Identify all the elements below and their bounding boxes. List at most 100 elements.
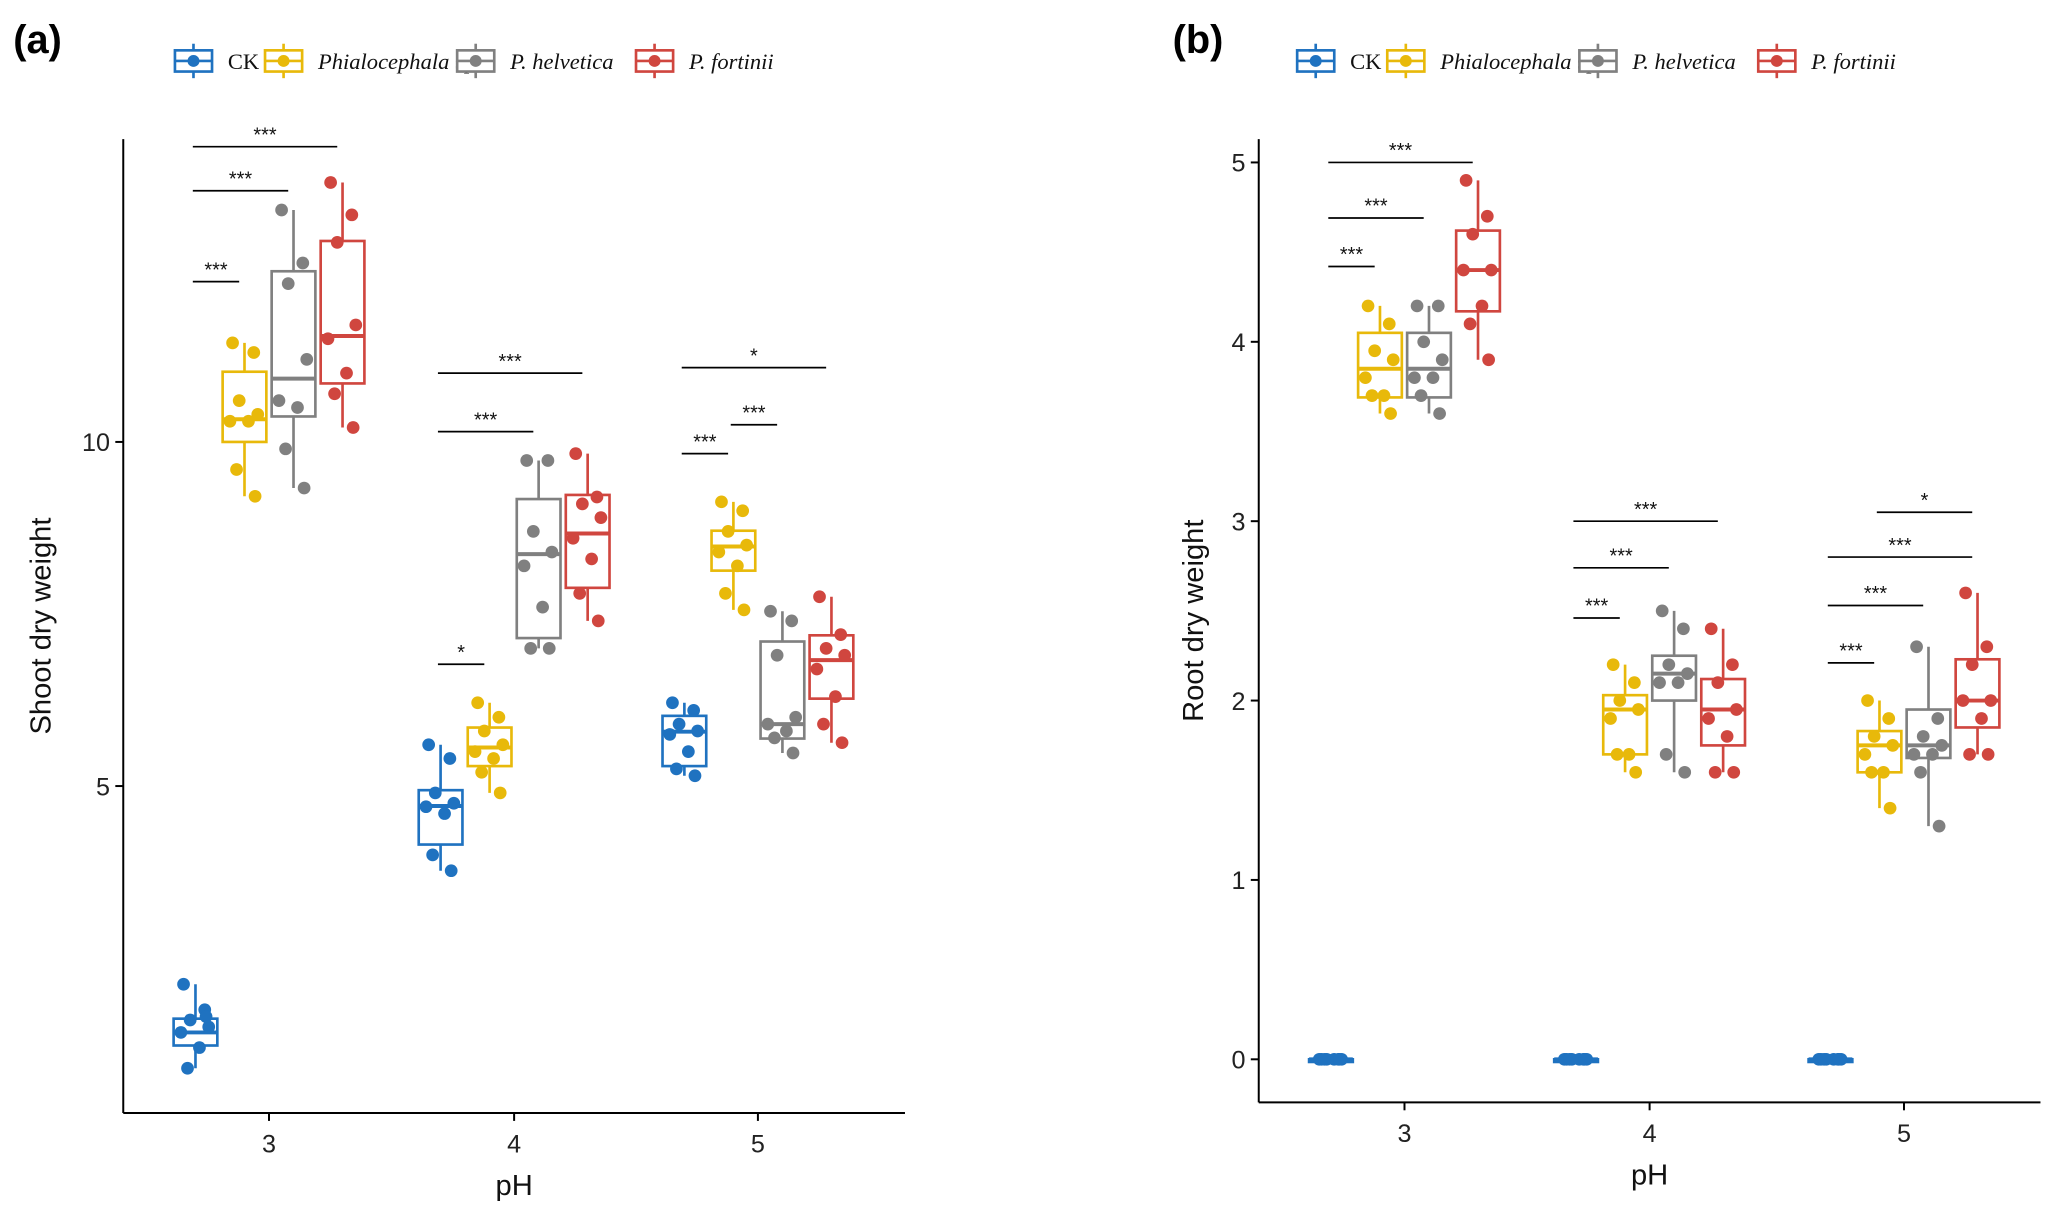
box-plot bbox=[1307, 1052, 1355, 1066]
data-point bbox=[1431, 299, 1445, 313]
legend-label-italic: Phialocephala bbox=[1439, 49, 1571, 74]
y-axis-label: Root dry weight bbox=[1178, 520, 1210, 722]
data-point bbox=[1318, 1052, 1331, 1066]
box-plot bbox=[1552, 1052, 1600, 1066]
data-point bbox=[1435, 353, 1449, 367]
data-point bbox=[493, 786, 507, 800]
x-tick-label: 5 bbox=[751, 1131, 765, 1159]
significance-label: *** bbox=[1864, 583, 1887, 605]
data-point bbox=[419, 800, 433, 814]
data-point bbox=[1681, 667, 1694, 681]
data-point bbox=[1629, 765, 1643, 779]
data-point bbox=[1865, 765, 1878, 779]
y-axis-label: Shoot dry weight bbox=[25, 518, 57, 735]
data-point bbox=[242, 414, 255, 428]
data-point bbox=[1975, 712, 1988, 725]
data-point bbox=[345, 208, 359, 222]
box-plot bbox=[564, 447, 611, 628]
box-plot bbox=[1650, 604, 1698, 779]
box-plot bbox=[1454, 174, 1502, 367]
data-point bbox=[569, 447, 583, 460]
data-point bbox=[1916, 730, 1930, 743]
data-point bbox=[1417, 335, 1431, 349]
data-point bbox=[428, 786, 442, 800]
data-point bbox=[1480, 209, 1494, 223]
significance-label: *** bbox=[1610, 546, 1633, 568]
data-point bbox=[468, 745, 482, 758]
legend-point-icon bbox=[187, 54, 200, 67]
data-point bbox=[426, 848, 439, 862]
data-point bbox=[1832, 1052, 1846, 1066]
legend-label: CK bbox=[1350, 49, 1382, 74]
significance-label: * bbox=[457, 642, 465, 664]
data-point bbox=[573, 586, 587, 600]
data-point bbox=[1333, 1052, 1346, 1066]
y-tick-label: 0 bbox=[1231, 1047, 1245, 1075]
data-point bbox=[740, 538, 754, 552]
data-point bbox=[230, 463, 243, 476]
box-plot bbox=[466, 696, 513, 800]
y-tick-label: 10 bbox=[82, 429, 110, 457]
data-point bbox=[1867, 730, 1881, 743]
data-point bbox=[296, 256, 310, 270]
significance-label: *** bbox=[1585, 596, 1608, 618]
data-point bbox=[1426, 371, 1440, 385]
y-tick-label: 3 bbox=[1231, 508, 1245, 536]
data-point bbox=[688, 769, 702, 783]
data-point bbox=[1466, 227, 1480, 241]
significance-label: * bbox=[1921, 490, 1929, 512]
legend-point-icon bbox=[1591, 54, 1604, 67]
data-point bbox=[1727, 765, 1741, 779]
panel-label: (b) bbox=[1173, 18, 1224, 62]
data-point bbox=[1726, 658, 1739, 672]
data-point bbox=[712, 545, 726, 559]
data-point bbox=[297, 481, 311, 495]
legend-label: Phialocephala sp. bbox=[317, 49, 481, 74]
data-point bbox=[719, 586, 732, 600]
data-point bbox=[1956, 694, 1970, 707]
data-point bbox=[1910, 640, 1923, 654]
data-point bbox=[328, 387, 341, 401]
data-point bbox=[226, 336, 239, 350]
data-point bbox=[447, 796, 461, 810]
data-point bbox=[1711, 676, 1725, 689]
legend-label-italic: P. fortinii bbox=[1810, 49, 1896, 74]
data-point bbox=[174, 1026, 188, 1039]
data-point bbox=[687, 703, 701, 717]
legend-label-italic: P. fortinii bbox=[688, 49, 774, 74]
significance-label: *** bbox=[1839, 641, 1862, 663]
box-plot bbox=[1356, 299, 1404, 420]
legend-label: P. fortinii bbox=[1810, 49, 1896, 74]
data-point bbox=[835, 736, 849, 750]
data-point bbox=[346, 421, 360, 434]
data-point bbox=[232, 394, 246, 408]
data-point bbox=[536, 600, 549, 614]
data-point bbox=[1861, 694, 1874, 707]
significance-label: *** bbox=[499, 351, 522, 373]
legend-label-italic: P. helvetica bbox=[1631, 49, 1735, 74]
legend-point-icon bbox=[277, 54, 290, 67]
data-point bbox=[545, 545, 559, 559]
data-point bbox=[1384, 407, 1397, 420]
x-tick-label: 3 bbox=[262, 1131, 276, 1159]
box-plot bbox=[759, 604, 806, 760]
data-point bbox=[737, 603, 751, 617]
data-point bbox=[291, 401, 304, 414]
box-plot bbox=[1856, 694, 1903, 815]
legend-item: CK bbox=[1295, 43, 1382, 79]
legend-label: P. helvetica bbox=[1631, 49, 1735, 74]
x-tick-label: 5 bbox=[1897, 1120, 1911, 1148]
significance-label: *** bbox=[1634, 499, 1657, 521]
box-plot bbox=[221, 336, 268, 503]
box-plot bbox=[1807, 1052, 1854, 1066]
data-point bbox=[575, 497, 589, 511]
data-point bbox=[330, 235, 344, 249]
data-point bbox=[1914, 765, 1927, 779]
data-point bbox=[349, 318, 363, 332]
y-tick-label: 5 bbox=[1231, 150, 1245, 178]
data-point bbox=[715, 495, 728, 509]
data-point bbox=[272, 394, 286, 408]
data-point bbox=[731, 559, 744, 573]
data-point bbox=[1708, 765, 1722, 779]
box-plot bbox=[515, 454, 562, 655]
